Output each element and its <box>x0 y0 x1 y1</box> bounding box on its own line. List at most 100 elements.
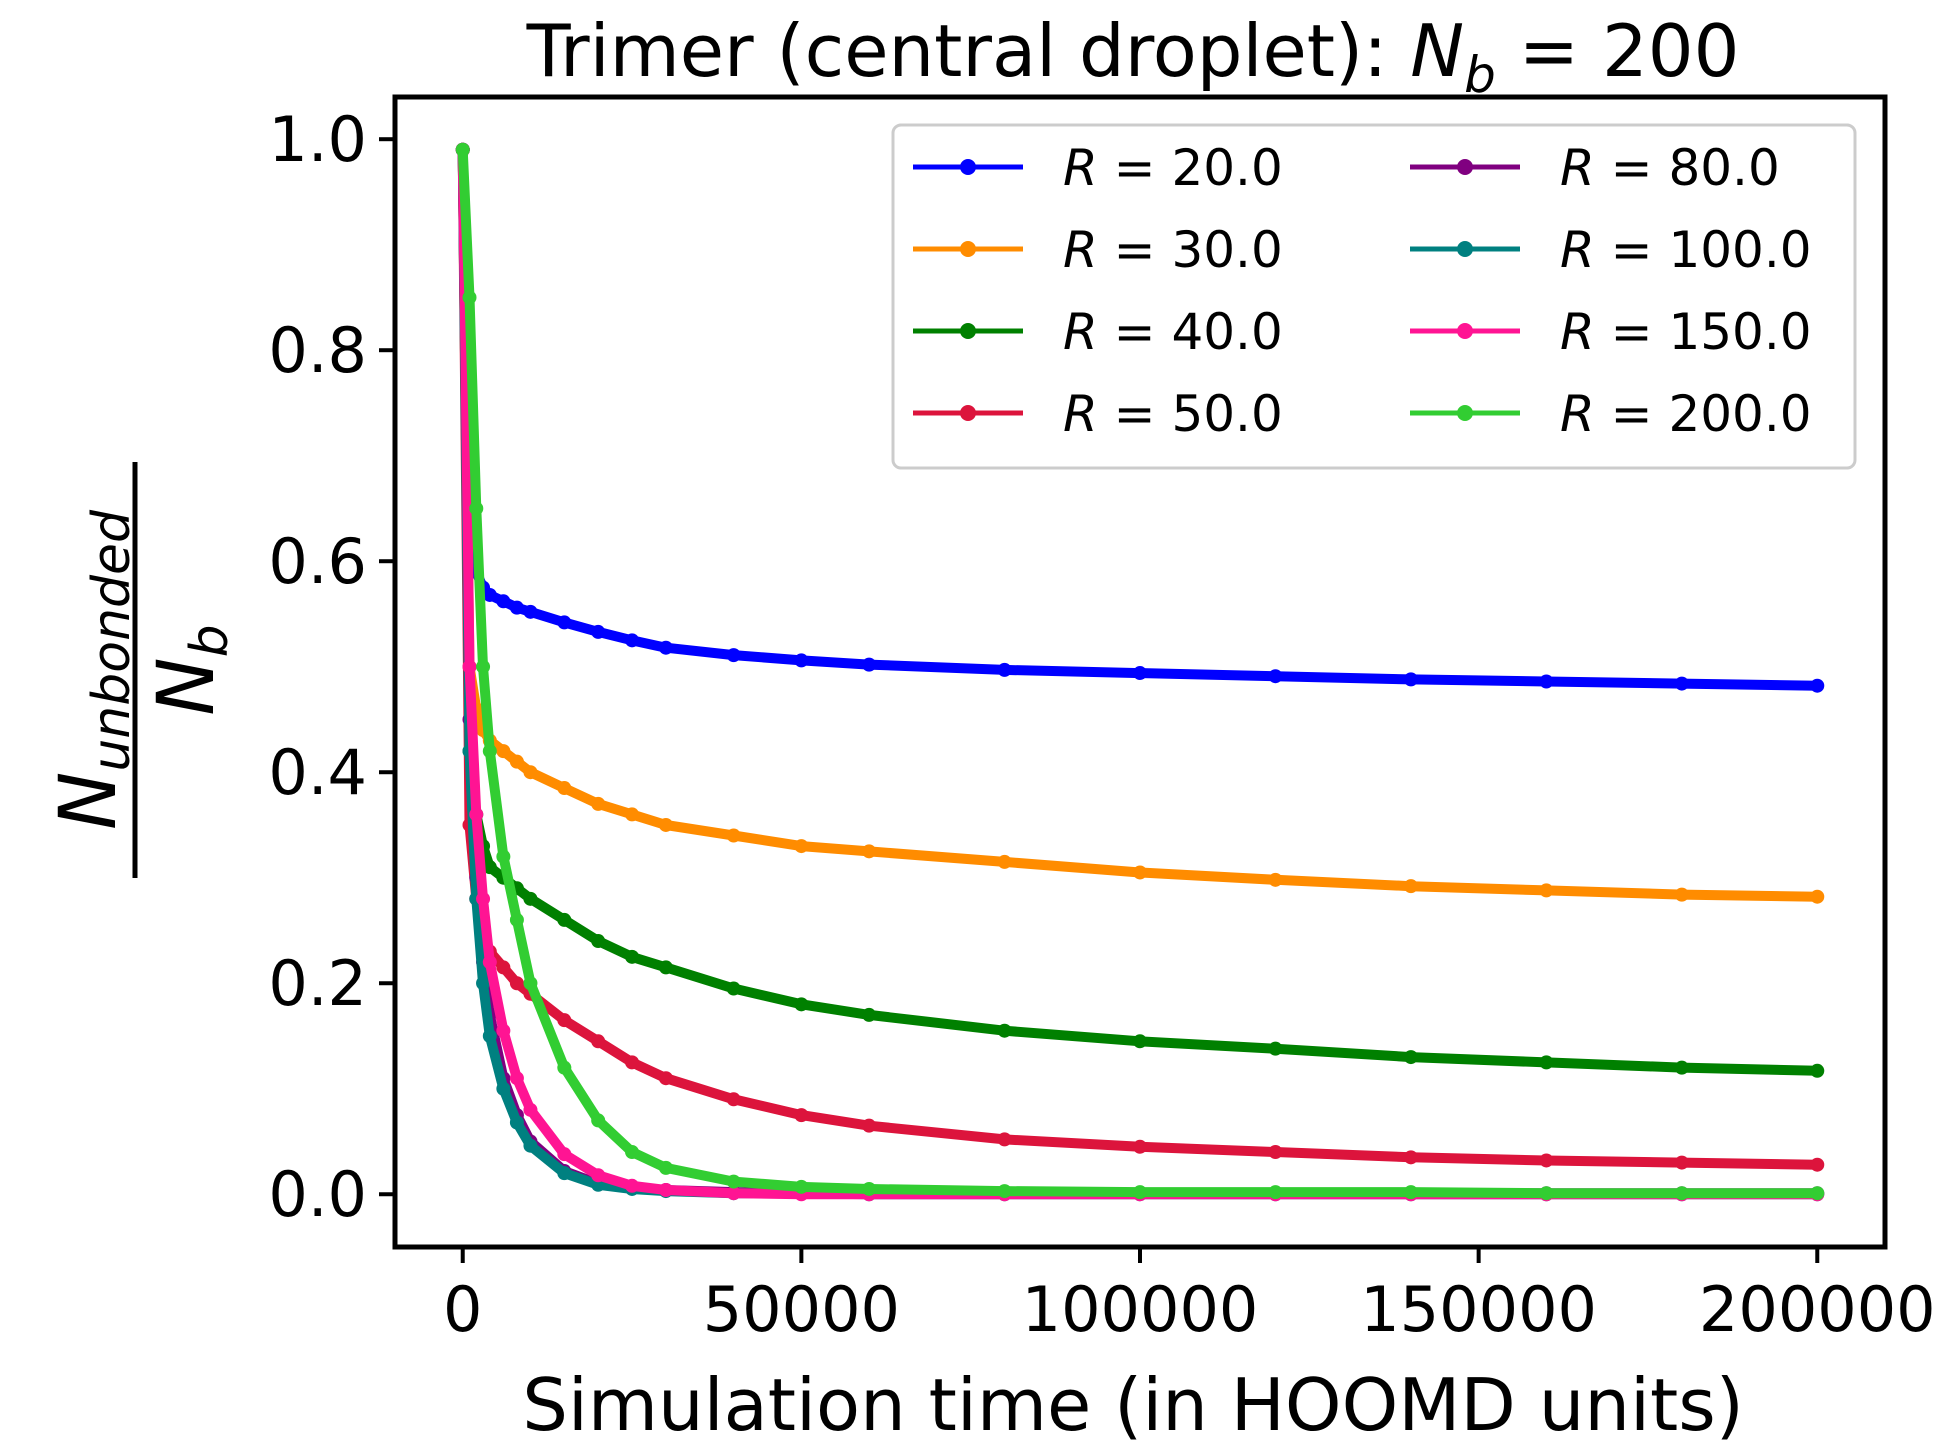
data-point <box>557 912 572 927</box>
series-line <box>457 144 1823 1076</box>
data-point <box>862 657 877 672</box>
legend-item: R = 80.0 <box>1410 139 1780 197</box>
data-point <box>591 624 606 639</box>
data-point <box>1268 872 1283 887</box>
data-point <box>726 981 741 996</box>
legend-label-eq: = <box>1098 221 1172 279</box>
legend-label-eq: = <box>1098 303 1172 361</box>
chart-title-suffix: = 200 <box>1496 9 1740 93</box>
legend-label: R = 100.0 <box>1560 221 1812 279</box>
legend-label-value: 80.0 <box>1668 139 1779 197</box>
data-point <box>1403 1185 1418 1200</box>
data-point <box>1403 1150 1418 1165</box>
data-point <box>462 290 477 305</box>
data-point <box>1133 1034 1147 1049</box>
legend-label-eq: = <box>1098 385 1172 443</box>
chart-title-var: N <box>1410 9 1464 93</box>
legend-label-value: 30.0 <box>1171 221 1282 279</box>
data-point <box>625 1145 640 1160</box>
data-point <box>1674 1155 1689 1170</box>
x-tick-label: 0 <box>443 1273 482 1346</box>
data-point <box>1810 678 1825 693</box>
data-point <box>1268 1041 1283 1056</box>
data-point <box>476 891 491 906</box>
data-point <box>794 839 809 854</box>
data-point <box>658 640 673 655</box>
data-point <box>726 1092 741 1107</box>
legend-label-var: R <box>1063 221 1098 279</box>
data-point <box>997 1184 1012 1199</box>
legend-marker <box>960 405 976 421</box>
data-point <box>794 653 809 668</box>
legend-label-eq: = <box>1595 221 1669 279</box>
legend-item: R = 30.0 <box>913 221 1283 279</box>
data-point <box>482 1028 497 1043</box>
data-point <box>509 976 524 991</box>
data-point <box>469 501 484 516</box>
legend-marker <box>1457 323 1473 339</box>
chart-title-prefix: Trimer (central droplet): <box>526 9 1411 93</box>
legend-label-eq: = <box>1595 139 1669 197</box>
data-point <box>726 1186 741 1201</box>
y-tick-label: 0.0 <box>268 1158 367 1231</box>
data-point <box>509 600 524 615</box>
data-point <box>557 1013 572 1028</box>
data-point <box>625 1055 640 1070</box>
legend-marker <box>960 323 976 339</box>
legend-label-eq: = <box>1595 385 1669 443</box>
legend-label-var: R <box>1063 139 1098 197</box>
x-tick-label: 200000 <box>1699 1273 1936 1346</box>
plot-frame <box>392 94 1888 1250</box>
data-point <box>658 1071 673 1086</box>
data-point <box>482 744 497 759</box>
data-point <box>496 849 511 864</box>
data-point <box>1133 1185 1147 1200</box>
data-point <box>862 844 877 859</box>
data-point <box>482 587 497 602</box>
data-point <box>1403 672 1418 687</box>
data-point <box>591 934 606 949</box>
data-point <box>1403 879 1418 894</box>
data-point <box>557 615 572 630</box>
data-point <box>1539 1153 1554 1168</box>
data-point <box>482 860 497 875</box>
data-point <box>455 142 470 157</box>
legend-item: R = 200.0 <box>1410 385 1812 443</box>
legend-label-var: R <box>1063 303 1098 361</box>
data-point <box>997 1132 1012 1147</box>
y-label-num-sub: unbonded <box>82 509 142 772</box>
legend-label-var: R <box>1560 385 1595 443</box>
legend-label-eq: = <box>1098 139 1172 197</box>
y-label-den-var: N <box>142 657 232 715</box>
legend-label-value: 200.0 <box>1668 385 1811 443</box>
data-point <box>476 659 491 674</box>
data-point <box>658 1183 673 1198</box>
data-point <box>1674 1186 1689 1201</box>
y-axis-ticks: 0.0 0.2 0.4 0.6 0.8 1.0 <box>268 103 395 1231</box>
x-tick-label: 150000 <box>1360 1273 1597 1346</box>
data-point <box>523 1138 538 1153</box>
data-point <box>625 807 640 822</box>
y-tick-label: 1.0 <box>268 103 367 176</box>
legend-label-var: R <box>1560 221 1595 279</box>
data-point <box>1268 1145 1283 1160</box>
legend-item: R = 50.0 <box>913 385 1283 443</box>
data-point <box>591 1034 606 1049</box>
data-point <box>523 891 538 906</box>
legend-marker <box>960 241 976 257</box>
data-point <box>625 633 640 648</box>
data-point <box>1133 666 1147 681</box>
legend-label-value: 100.0 <box>1668 221 1811 279</box>
data-point <box>862 1007 877 1022</box>
y-tick-label: 0.6 <box>268 525 367 598</box>
data-point <box>482 955 497 970</box>
data-point <box>1133 865 1147 880</box>
data-point <box>862 1181 877 1196</box>
data-point <box>997 854 1012 869</box>
data-point <box>1810 1157 1825 1172</box>
data-point <box>1268 1185 1283 1200</box>
data-point <box>557 1060 572 1075</box>
data-point <box>794 1179 809 1194</box>
data-point <box>625 1178 640 1193</box>
legend-label-value: 150.0 <box>1668 303 1811 361</box>
